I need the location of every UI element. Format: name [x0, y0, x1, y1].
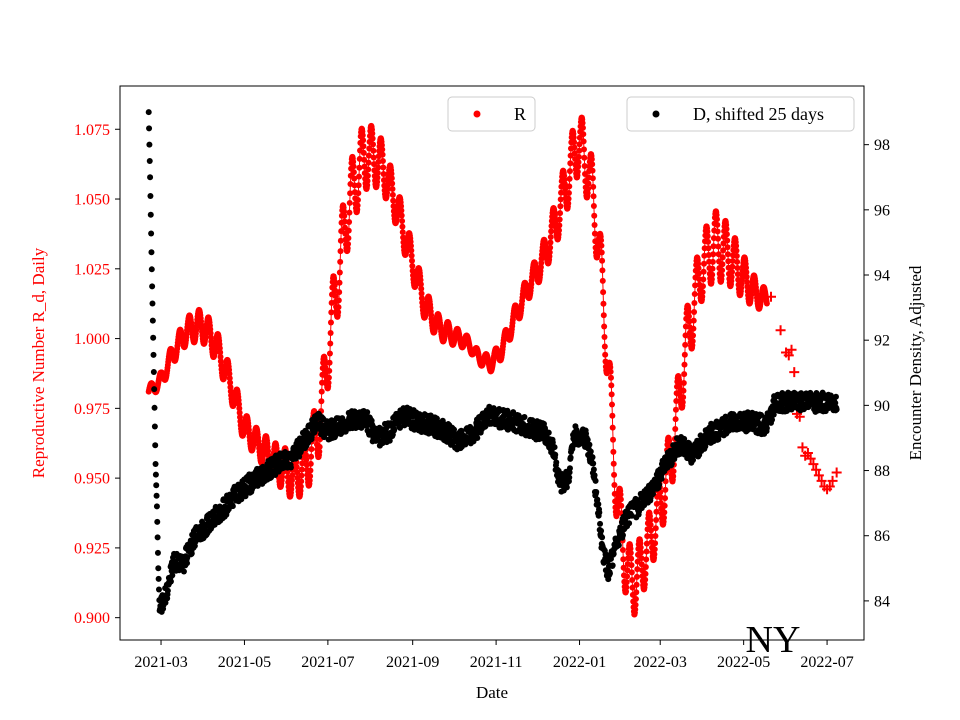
d-point — [591, 472, 598, 479]
d-point — [188, 550, 195, 557]
d-point — [148, 266, 155, 273]
d-point — [184, 560, 191, 567]
d-point — [147, 211, 154, 218]
d-point — [154, 549, 161, 556]
d-point — [553, 459, 560, 466]
d-point — [287, 464, 294, 471]
d-point — [146, 125, 153, 132]
d-point — [155, 586, 162, 593]
r-point — [763, 300, 770, 307]
d-point — [151, 423, 158, 430]
d-point — [152, 442, 159, 449]
d-point — [155, 565, 162, 572]
d-point — [229, 503, 236, 510]
d-point — [149, 300, 156, 307]
d-point — [164, 587, 171, 594]
d-point — [521, 414, 528, 421]
d-point — [150, 334, 157, 341]
d-point — [146, 141, 153, 148]
d-point — [592, 477, 599, 484]
d-point — [152, 471, 159, 478]
series-layer — [145, 109, 842, 618]
d-point — [474, 435, 481, 442]
r-point — [408, 252, 415, 259]
d-point — [391, 426, 398, 433]
d-point — [545, 429, 552, 436]
d-point — [152, 461, 159, 468]
d-point — [180, 568, 187, 575]
d-point — [150, 351, 157, 358]
d-point — [145, 109, 152, 116]
d-point — [566, 465, 573, 472]
d-point — [586, 441, 593, 448]
d-point — [566, 474, 573, 481]
d-point — [146, 157, 153, 164]
d-point — [155, 575, 162, 582]
d-point — [552, 451, 559, 458]
d-point — [153, 482, 160, 489]
d-point — [153, 503, 160, 510]
d-point — [597, 520, 604, 527]
d-point — [606, 570, 613, 577]
d-point — [149, 317, 156, 324]
d-point — [364, 409, 371, 416]
d-point — [148, 230, 155, 237]
d-point — [147, 192, 154, 199]
d-point — [551, 444, 558, 451]
d-point — [147, 174, 154, 181]
d-point — [563, 484, 570, 491]
d-point — [590, 466, 597, 473]
d-point — [153, 492, 160, 499]
d-point — [595, 501, 602, 508]
d-point — [151, 404, 158, 411]
d-point — [587, 448, 594, 455]
d-point — [599, 534, 606, 541]
d-point — [151, 386, 158, 393]
d-point — [154, 518, 161, 525]
d-point — [598, 527, 605, 534]
d-point — [148, 249, 155, 256]
d-point — [590, 460, 597, 467]
d-point — [593, 489, 600, 496]
d-point — [567, 454, 574, 461]
d-point — [596, 509, 603, 516]
d-point — [154, 534, 161, 541]
d-point — [149, 283, 156, 290]
d-point — [150, 368, 157, 375]
d-point — [589, 454, 596, 461]
d-point — [167, 578, 174, 585]
